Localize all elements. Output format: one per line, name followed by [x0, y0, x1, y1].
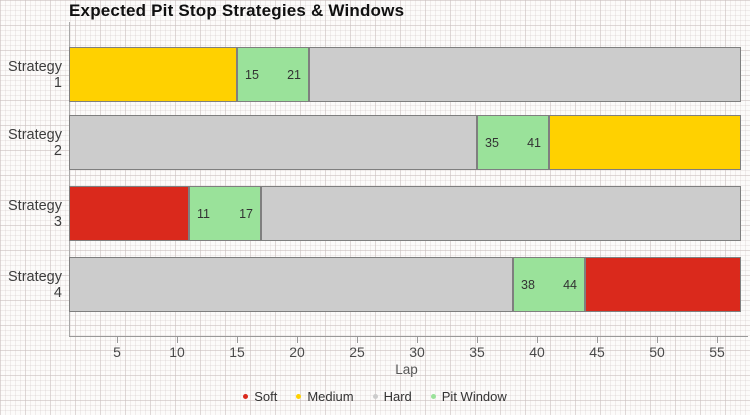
- legend-label: Hard: [383, 389, 412, 404]
- x-tick-mark: [357, 337, 358, 343]
- legend-item-hard[interactable]: Hard: [372, 389, 412, 404]
- bar-segment-hard[interactable]: [69, 115, 477, 170]
- x-tick-label: 30: [409, 344, 425, 360]
- x-tick-mark: [297, 337, 298, 343]
- pit-window-close-lap: 17: [239, 206, 253, 221]
- hard-legend-dot-icon: [372, 394, 378, 399]
- x-tick-label: 25: [349, 344, 365, 360]
- legend-item-soft[interactable]: Soft: [243, 389, 277, 404]
- bar-segment-pit-window[interactable]: 35 41: [477, 115, 549, 170]
- legend-item-medium[interactable]: Medium: [296, 389, 354, 404]
- pit-window-close-lap: 41: [527, 135, 541, 150]
- bar-segment-medium[interactable]: [69, 47, 237, 102]
- bar-segment-soft[interactable]: [585, 257, 741, 312]
- category-label-strategy-1: Strategy 1: [8, 58, 62, 91]
- x-tick-mark: [177, 337, 178, 343]
- x-tick-mark: [717, 337, 718, 343]
- x-tick-label: 20: [289, 344, 305, 360]
- x-axis-line: [69, 336, 748, 337]
- pit-window-open-lap: 11: [197, 206, 210, 221]
- pit-window-legend-dot-icon: [430, 394, 436, 399]
- legend-label: Pit Window: [441, 389, 507, 404]
- chart-title: Expected Pit Stop Strategies & Windows: [69, 1, 405, 20]
- x-tick-mark: [657, 337, 658, 343]
- legend-label: Soft: [254, 389, 278, 404]
- bar-segment-medium[interactable]: [549, 115, 741, 170]
- x-tick-mark: [237, 337, 238, 343]
- x-tick-label: 35: [469, 344, 485, 360]
- legend-label: Medium: [307, 389, 354, 404]
- x-tick-label: 50: [649, 344, 665, 360]
- bar-segment-hard[interactable]: [261, 186, 741, 241]
- bar-segment-hard[interactable]: [309, 47, 741, 102]
- pit-window-open-lap: 35: [485, 135, 499, 150]
- medium-legend-dot-icon: [296, 394, 302, 399]
- soft-legend-dot-icon: [243, 394, 249, 399]
- pit-window-open-lap: 15: [245, 67, 259, 82]
- x-tick-mark: [417, 337, 418, 343]
- x-tick-label: 15: [229, 344, 245, 360]
- pit-window-close-lap: 21: [287, 67, 301, 82]
- bar-segment-pit-window[interactable]: 11 17: [189, 186, 261, 241]
- x-tick-mark: [117, 337, 118, 343]
- legend: Soft Medium Hard Pit Window: [0, 389, 750, 404]
- bar-segment-hard[interactable]: [69, 257, 513, 312]
- x-axis-title: Lap: [395, 362, 418, 377]
- bar-segment-pit-window[interactable]: 15 21: [237, 47, 309, 102]
- category-label-strategy-2: Strategy 2: [8, 126, 62, 159]
- pit-window-close-lap: 44: [563, 277, 577, 292]
- bar-segment-pit-window[interactable]: 38 44: [513, 257, 585, 312]
- x-tick-label: 55: [709, 344, 725, 360]
- category-label-strategy-4: Strategy 4: [8, 268, 62, 301]
- pit-window-open-lap: 38: [521, 277, 535, 292]
- x-tick-label: 40: [529, 344, 545, 360]
- bar-segment-soft[interactable]: [69, 186, 189, 241]
- x-tick-label: 45: [589, 344, 605, 360]
- x-tick-label: 5: [113, 344, 121, 360]
- category-label-strategy-3: Strategy 3: [8, 197, 62, 230]
- x-tick-label: 10: [169, 344, 185, 360]
- x-tick-mark: [477, 337, 478, 343]
- x-tick-mark: [597, 337, 598, 343]
- legend-item-pit-window[interactable]: Pit Window: [430, 389, 507, 404]
- y-axis-line: [69, 22, 70, 337]
- x-tick-mark: [537, 337, 538, 343]
